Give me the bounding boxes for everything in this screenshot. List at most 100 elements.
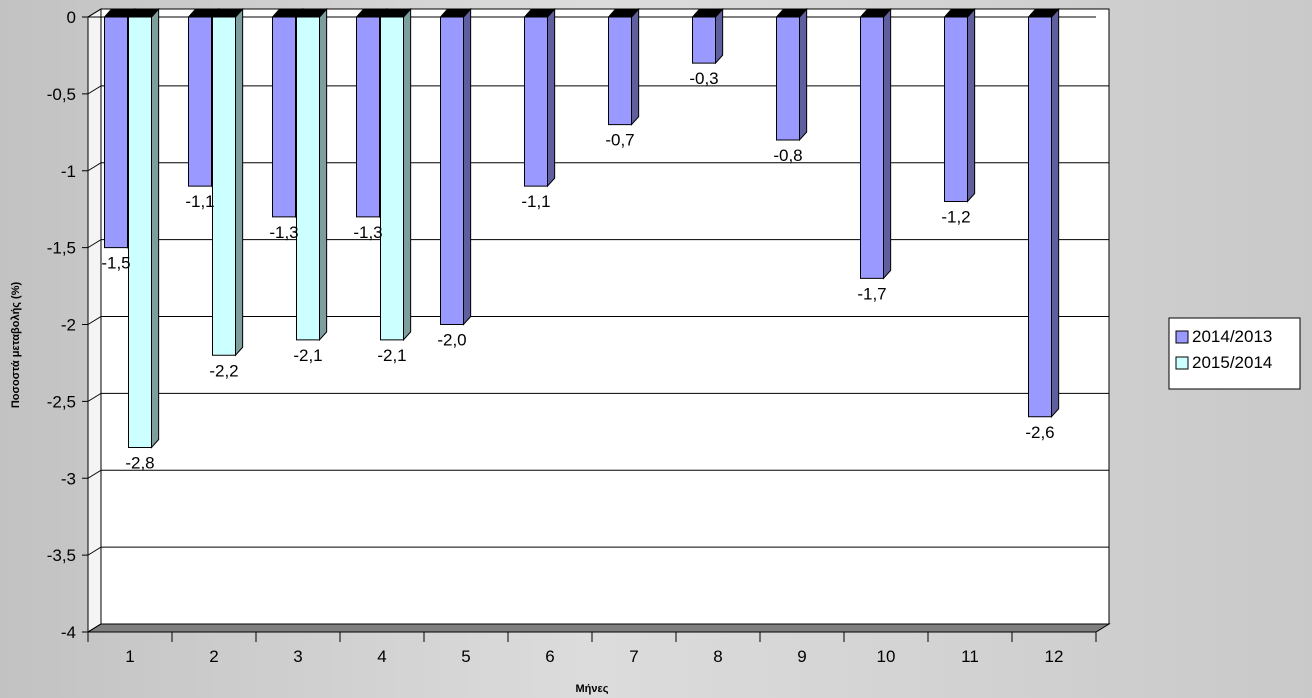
gridlines [87, 8, 1109, 633]
y-tick-label: -3,5 [47, 546, 76, 565]
bar-front [776, 16, 800, 141]
gridline-side [87, 469, 102, 479]
bar-front [380, 16, 404, 341]
gridline-side [87, 546, 102, 556]
x-tick-label: 4 [377, 647, 386, 666]
bar-side [1051, 7, 1060, 419]
bars [103, 7, 1060, 449]
x-tick-label: 3 [293, 647, 302, 666]
y-tick-label: -1,5 [47, 239, 76, 258]
legend-label: 2014/2013 [1192, 327, 1272, 346]
bar-front [860, 16, 884, 279]
legend-box [1168, 317, 1301, 390]
bar [439, 7, 472, 326]
bar-top [355, 8, 388, 18]
data-label: -2,1 [293, 346, 322, 365]
bar [523, 7, 556, 188]
bar [379, 7, 412, 342]
data-label: -2,0 [437, 331, 466, 350]
bar-side [967, 7, 976, 203]
bar-side [319, 7, 328, 342]
gridline-side [87, 239, 102, 249]
bar-front [608, 16, 632, 126]
gridline-side [87, 316, 102, 325]
x-axis-title: Μήνες [576, 683, 609, 695]
x-tick-label: 5 [461, 647, 470, 666]
x-tick-label: 12 [1045, 647, 1064, 666]
bar-front [524, 16, 548, 187]
y-tick-label: 0 [67, 8, 76, 27]
legend: 2014/2013 2015/2014 [1168, 317, 1301, 390]
bar-top [943, 8, 976, 18]
x-tick-label: 10 [877, 647, 896, 666]
bar [607, 7, 640, 126]
bar-top [859, 8, 892, 18]
bar-front [104, 16, 128, 249]
bar [943, 7, 976, 203]
bar [211, 7, 244, 357]
bar-front [356, 16, 380, 218]
data-label: -2,2 [209, 361, 238, 380]
legend-label: 2015/2014 [1192, 353, 1272, 372]
bar-top [1027, 8, 1060, 18]
bar-top [691, 8, 724, 18]
data-labels: -1,5 -1,1 -1,3 -1,3 -2,0 -1,1 -0,7 -0,3 -0,8 -1,7… [101, 69, 1054, 472]
bar [295, 7, 328, 342]
bar-top [127, 8, 160, 18]
data-label: -1,2 [941, 208, 970, 227]
bar-top [271, 8, 304, 18]
bar-front [272, 16, 296, 218]
bar [775, 7, 808, 142]
bar [859, 7, 892, 280]
bar-side [799, 7, 808, 142]
bar-front [944, 16, 968, 202]
bar-side [463, 7, 472, 326]
bar-front [128, 16, 152, 448]
x-tick-label: 7 [629, 647, 638, 666]
bar-top [211, 8, 244, 18]
bar-top [439, 8, 472, 18]
bar-side [631, 7, 640, 126]
bar [127, 7, 160, 449]
y-axis-title: Ποσοστά μεταβολής (%) [10, 282, 22, 409]
gridline-side [87, 162, 102, 172]
y-tick-label: -3 [61, 469, 76, 488]
bar-top [187, 8, 220, 18]
x-tick-label: 2 [209, 647, 218, 666]
axes: 0-0,5-1-1,5-2-2,5-3-3,5-41 2 3 4 5 6 7 8 9 10 11 12 [47, 8, 1097, 666]
bar-top [103, 8, 136, 18]
data-label: -0,3 [689, 69, 718, 88]
x-tick-label: 11 [961, 647, 979, 666]
bar-front [212, 16, 236, 356]
bar-top [295, 8, 328, 18]
x-tick-label: 8 [713, 647, 722, 666]
bar-front [296, 16, 320, 341]
x-tick-label: 9 [797, 647, 806, 666]
data-label: -1,7 [857, 284, 886, 303]
plot-floor [86, 623, 1111, 633]
bar-side [883, 7, 892, 280]
data-label: -2,8 [125, 454, 154, 473]
data-label: -1,3 [353, 223, 382, 242]
data-label: -0,8 [773, 146, 802, 165]
gridline-side [87, 392, 102, 402]
legend-swatch [1175, 330, 1189, 344]
bar-front [692, 16, 716, 64]
x-tick-label: 1 [125, 647, 134, 666]
data-label: -1,5 [101, 254, 130, 273]
x-tick-label: 6 [545, 647, 554, 666]
bar-side [547, 7, 556, 188]
data-label: -2,1 [377, 346, 406, 365]
data-label: -0,7 [605, 131, 634, 150]
bar [691, 7, 724, 65]
y-tick-label: -0,5 [47, 85, 76, 104]
bar-front [440, 16, 464, 325]
data-label: -1,1 [521, 192, 550, 211]
gridline-side [87, 623, 102, 633]
bar-front [188, 16, 212, 187]
bar-side [403, 7, 412, 342]
y-tick-label: -1 [61, 162, 76, 181]
data-label: -2,6 [1025, 423, 1054, 442]
legend-swatch [1175, 356, 1189, 370]
